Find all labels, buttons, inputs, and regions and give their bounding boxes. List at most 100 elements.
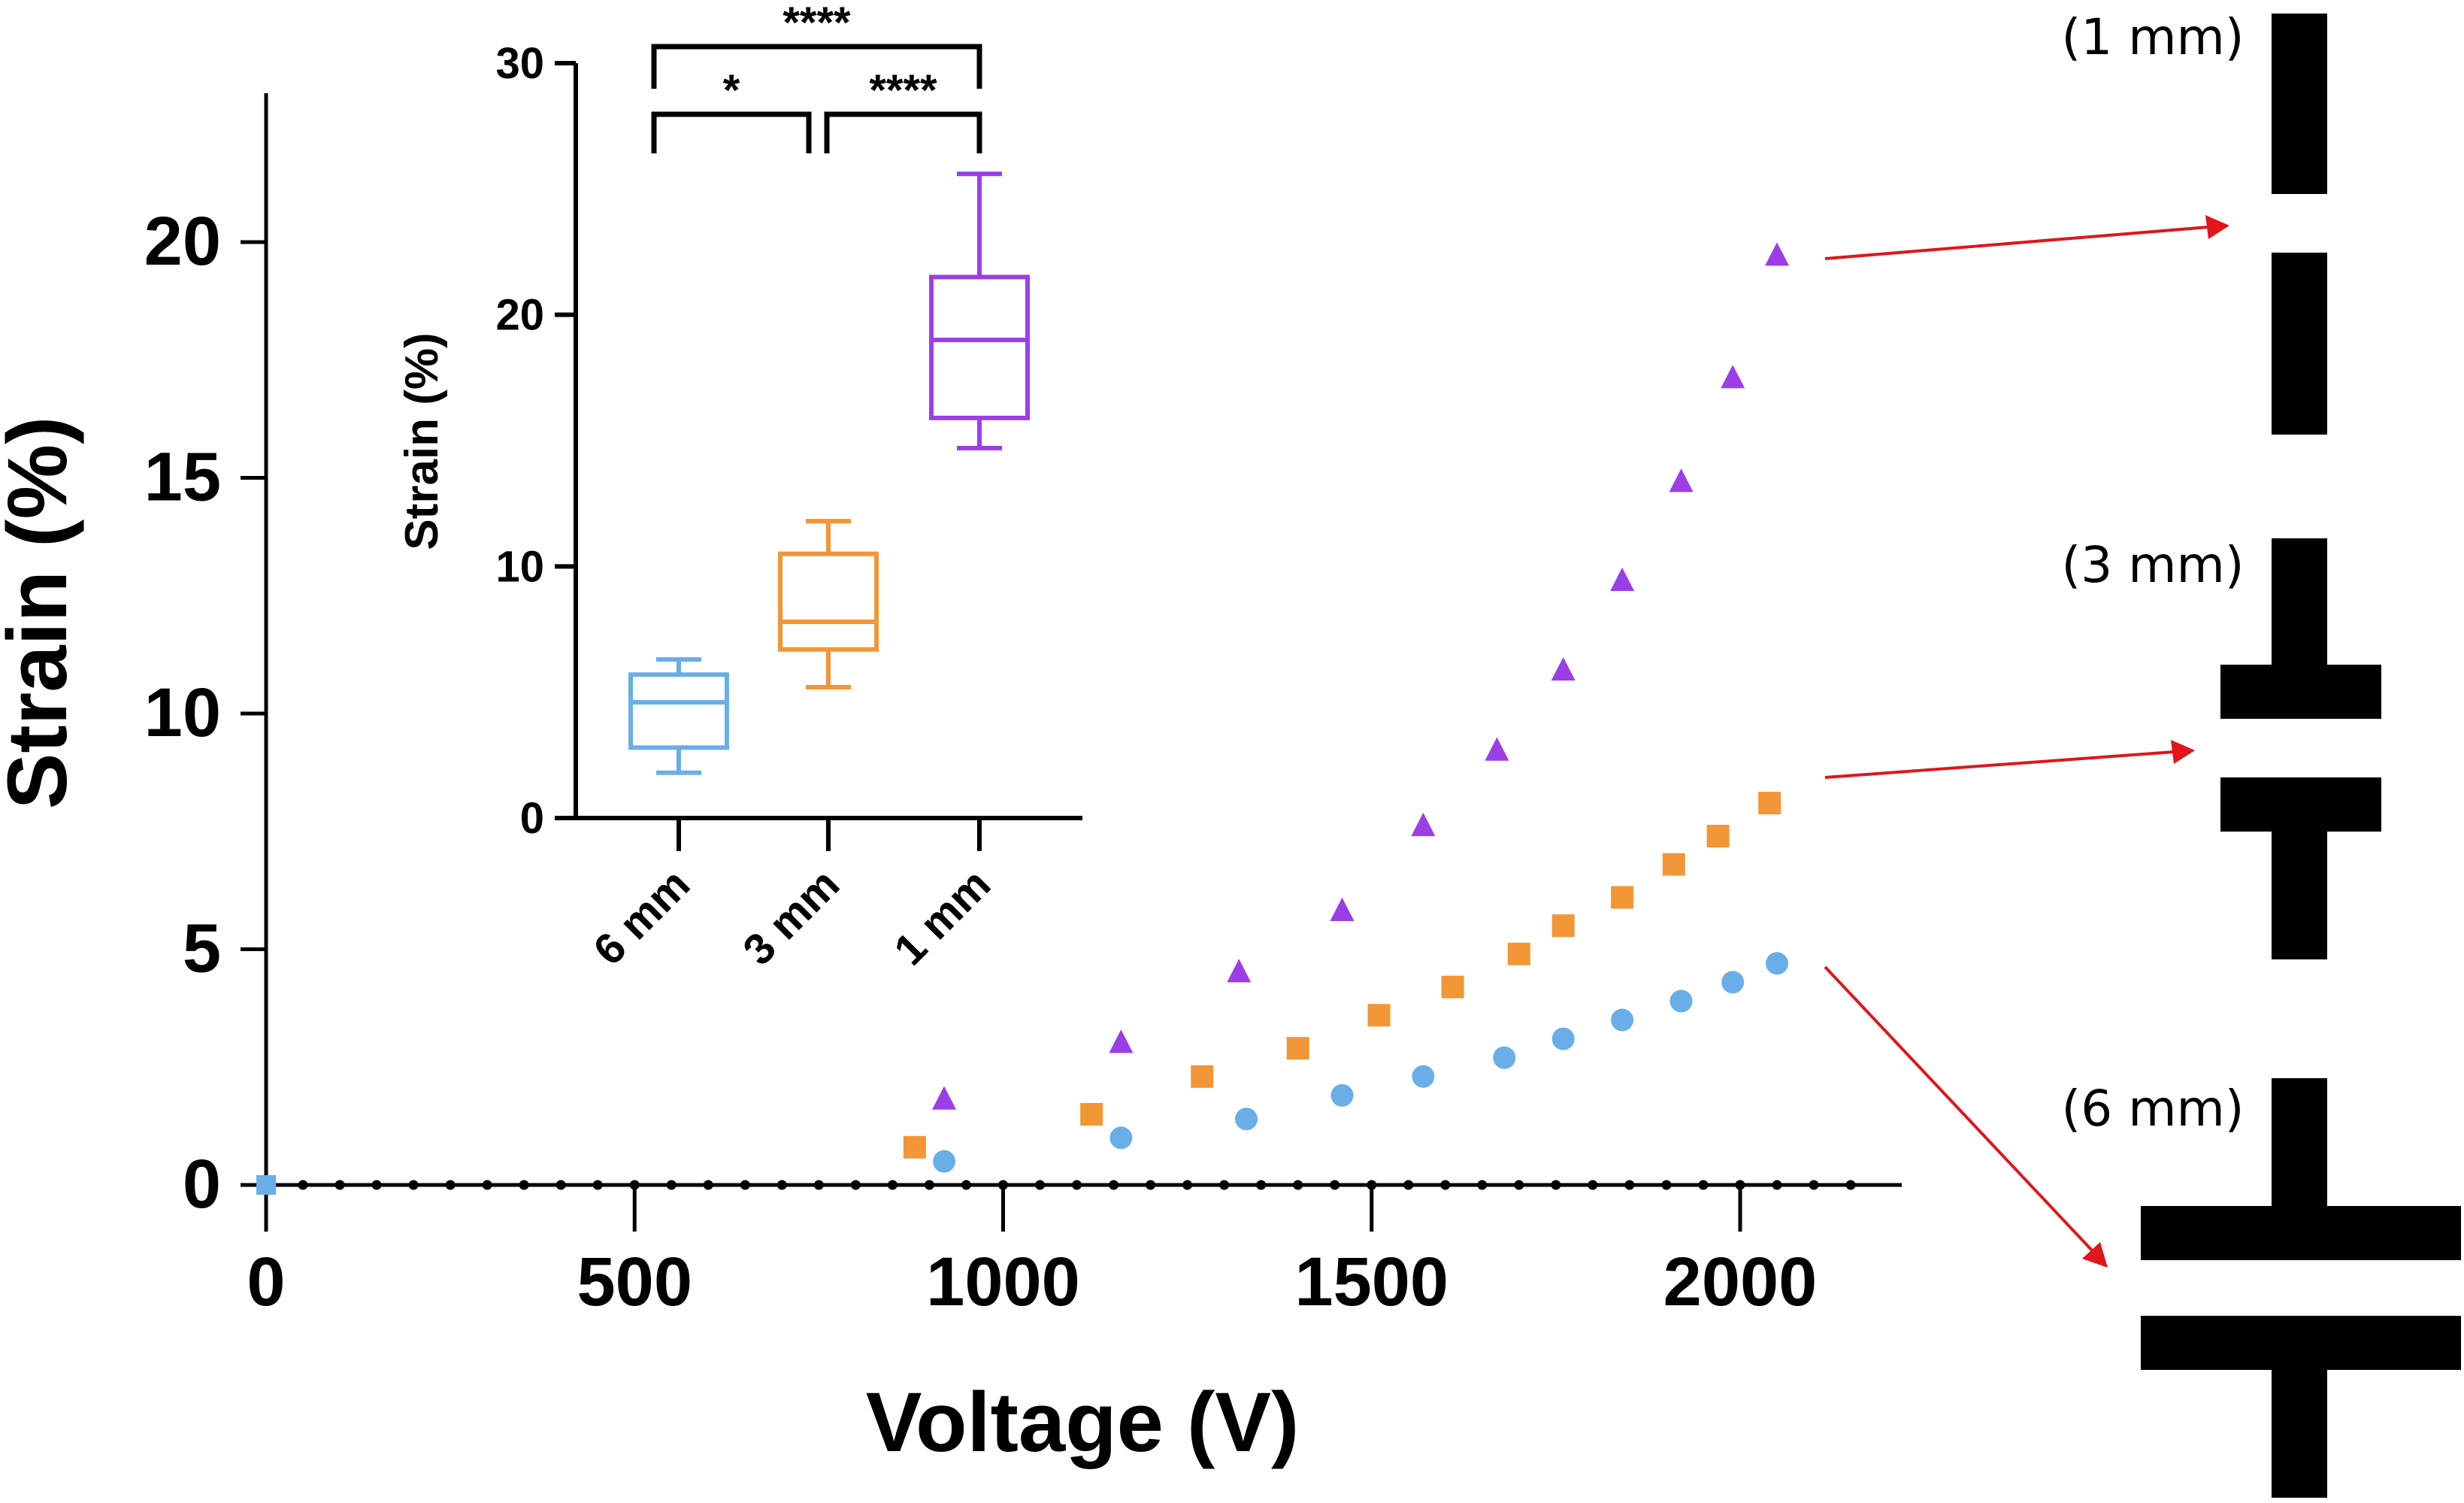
box-iqr xyxy=(778,551,879,652)
series-1-mm xyxy=(932,242,1790,1110)
data-point xyxy=(1286,1037,1309,1060)
x-minor-dot xyxy=(961,1180,971,1190)
inset-y-tick-label: 10 xyxy=(495,542,544,591)
x-tick-label: 2000 xyxy=(1663,1244,1818,1320)
sig-bracket: **** xyxy=(651,0,982,89)
x-minor-dot xyxy=(703,1180,713,1190)
sig-label: **** xyxy=(869,66,937,115)
x-minor-dot xyxy=(371,1180,382,1190)
x-minor-dot xyxy=(740,1180,750,1190)
x-minor-dot xyxy=(1072,1180,1082,1190)
electrode-6mm-bottom-plate xyxy=(2141,1316,2461,1370)
significance-brackets: * ******** xyxy=(651,0,982,153)
x-minor-dot xyxy=(1330,1180,1340,1190)
data-point xyxy=(1493,1046,1516,1069)
x-minor-dots xyxy=(298,1180,1856,1190)
data-point xyxy=(1758,792,1781,815)
data-point xyxy=(1611,1008,1634,1032)
data-point xyxy=(1610,567,1635,592)
box-iqr xyxy=(628,672,729,750)
data-point xyxy=(1551,1027,1575,1050)
electrode-1mm-top xyxy=(2272,14,2327,194)
electrode-3mm: (3 mm) xyxy=(2061,536,2381,959)
inset-y-tick-label: 20 xyxy=(495,291,544,340)
inset-y-tick-label: 30 xyxy=(495,39,544,88)
x-minor-dot xyxy=(1219,1180,1230,1190)
electrode-6mm-bottom-stem xyxy=(2272,1368,2327,1498)
x-minor-dot xyxy=(1845,1180,1856,1190)
electrode-1mm: (1 mm) xyxy=(2061,8,2327,435)
electrode-6mm-top-plate xyxy=(2141,1206,2461,1260)
box-3-mm xyxy=(778,519,879,689)
x-minor-dot xyxy=(1440,1180,1451,1190)
data-point xyxy=(1227,959,1252,983)
x-minor-dot xyxy=(1588,1180,1598,1190)
data-point xyxy=(1109,1029,1134,1053)
arrow-6mm xyxy=(1824,965,2108,1268)
data-point xyxy=(1669,468,1694,492)
data-point xyxy=(1669,989,1693,1013)
data-point xyxy=(1080,1102,1103,1126)
inset-y-tick-label: 0 xyxy=(520,794,544,843)
data-point xyxy=(1721,365,1745,389)
x-tick-label: 0 xyxy=(247,1244,285,1320)
inset-x-tick-label: 3 mm xyxy=(734,859,849,974)
data-point xyxy=(933,1150,956,1173)
data-point xyxy=(1551,914,1575,938)
x-minor-dot xyxy=(813,1180,824,1190)
x-minor-dot xyxy=(1698,1180,1709,1190)
data-point xyxy=(1367,1004,1391,1027)
data-point xyxy=(1109,1126,1133,1150)
x-minor-dot xyxy=(1035,1180,1046,1190)
x-minor-dot xyxy=(1109,1180,1119,1190)
data-point xyxy=(1766,952,1789,975)
data-point xyxy=(1507,942,1530,965)
data-point xyxy=(1441,975,1464,998)
x-minor-dot xyxy=(850,1180,861,1190)
x-minor-dot xyxy=(592,1180,603,1190)
electrode-3mm-bottom-stem xyxy=(2272,830,2327,959)
x-tick-label: 500 xyxy=(577,1244,693,1320)
data-points xyxy=(256,242,1790,1195)
x-minor-dot xyxy=(1661,1180,1672,1190)
data-point xyxy=(1611,886,1634,909)
y-tick-label: 5 xyxy=(183,911,221,987)
series-3-mm xyxy=(903,792,1781,1159)
bracket-line xyxy=(651,111,812,153)
series-6-mm xyxy=(933,952,1789,1173)
inset-x-tick-label: 1 mm xyxy=(885,859,1000,974)
y-axis-ticks: 0 5 10 15 20 xyxy=(144,203,266,1223)
electrode-3mm-top-stem xyxy=(2272,538,2327,666)
x-minor-dot xyxy=(1182,1180,1193,1190)
data-point xyxy=(1411,812,1436,837)
electrode-label-1mm: (1 mm) xyxy=(2061,8,2244,66)
electrode-6mm-top-stem xyxy=(2272,1078,2327,1208)
data-point xyxy=(1662,853,1685,876)
x-minor-dot xyxy=(482,1180,492,1190)
electrode-3mm-bottom-plate xyxy=(2220,777,2381,832)
y-tick-label: 10 xyxy=(144,674,221,751)
data-point xyxy=(932,1086,957,1110)
arrow-1mm xyxy=(1824,215,2229,260)
sig-label: * xyxy=(723,66,740,115)
inset-x-tick-label: 6 mm xyxy=(584,859,699,974)
bracket-line xyxy=(651,44,982,89)
x-minor-dot xyxy=(298,1180,308,1190)
sig-label: **** xyxy=(782,0,851,47)
data-point xyxy=(1551,656,1576,681)
x-minor-dot xyxy=(1624,1180,1635,1190)
bracket-line xyxy=(824,111,982,153)
inset-y-axis-label: Strain (%) xyxy=(396,332,448,550)
x-axis-label: Voltage (V) xyxy=(866,1375,1300,1469)
x-minor-dot xyxy=(666,1180,677,1190)
x-tick-label: 1000 xyxy=(926,1244,1080,1320)
annotation-arrows xyxy=(1824,215,2229,1268)
data-point xyxy=(1765,242,1790,266)
x-minor-dot xyxy=(1772,1180,1782,1190)
inset-x-ticks: 6 mm 3 mm 1 mm xyxy=(584,818,1000,974)
data-point xyxy=(1485,737,1509,761)
electrode-label-6mm: (6 mm) xyxy=(2061,1080,2244,1138)
x-minor-dot xyxy=(924,1180,934,1190)
data-point xyxy=(1191,1065,1214,1088)
